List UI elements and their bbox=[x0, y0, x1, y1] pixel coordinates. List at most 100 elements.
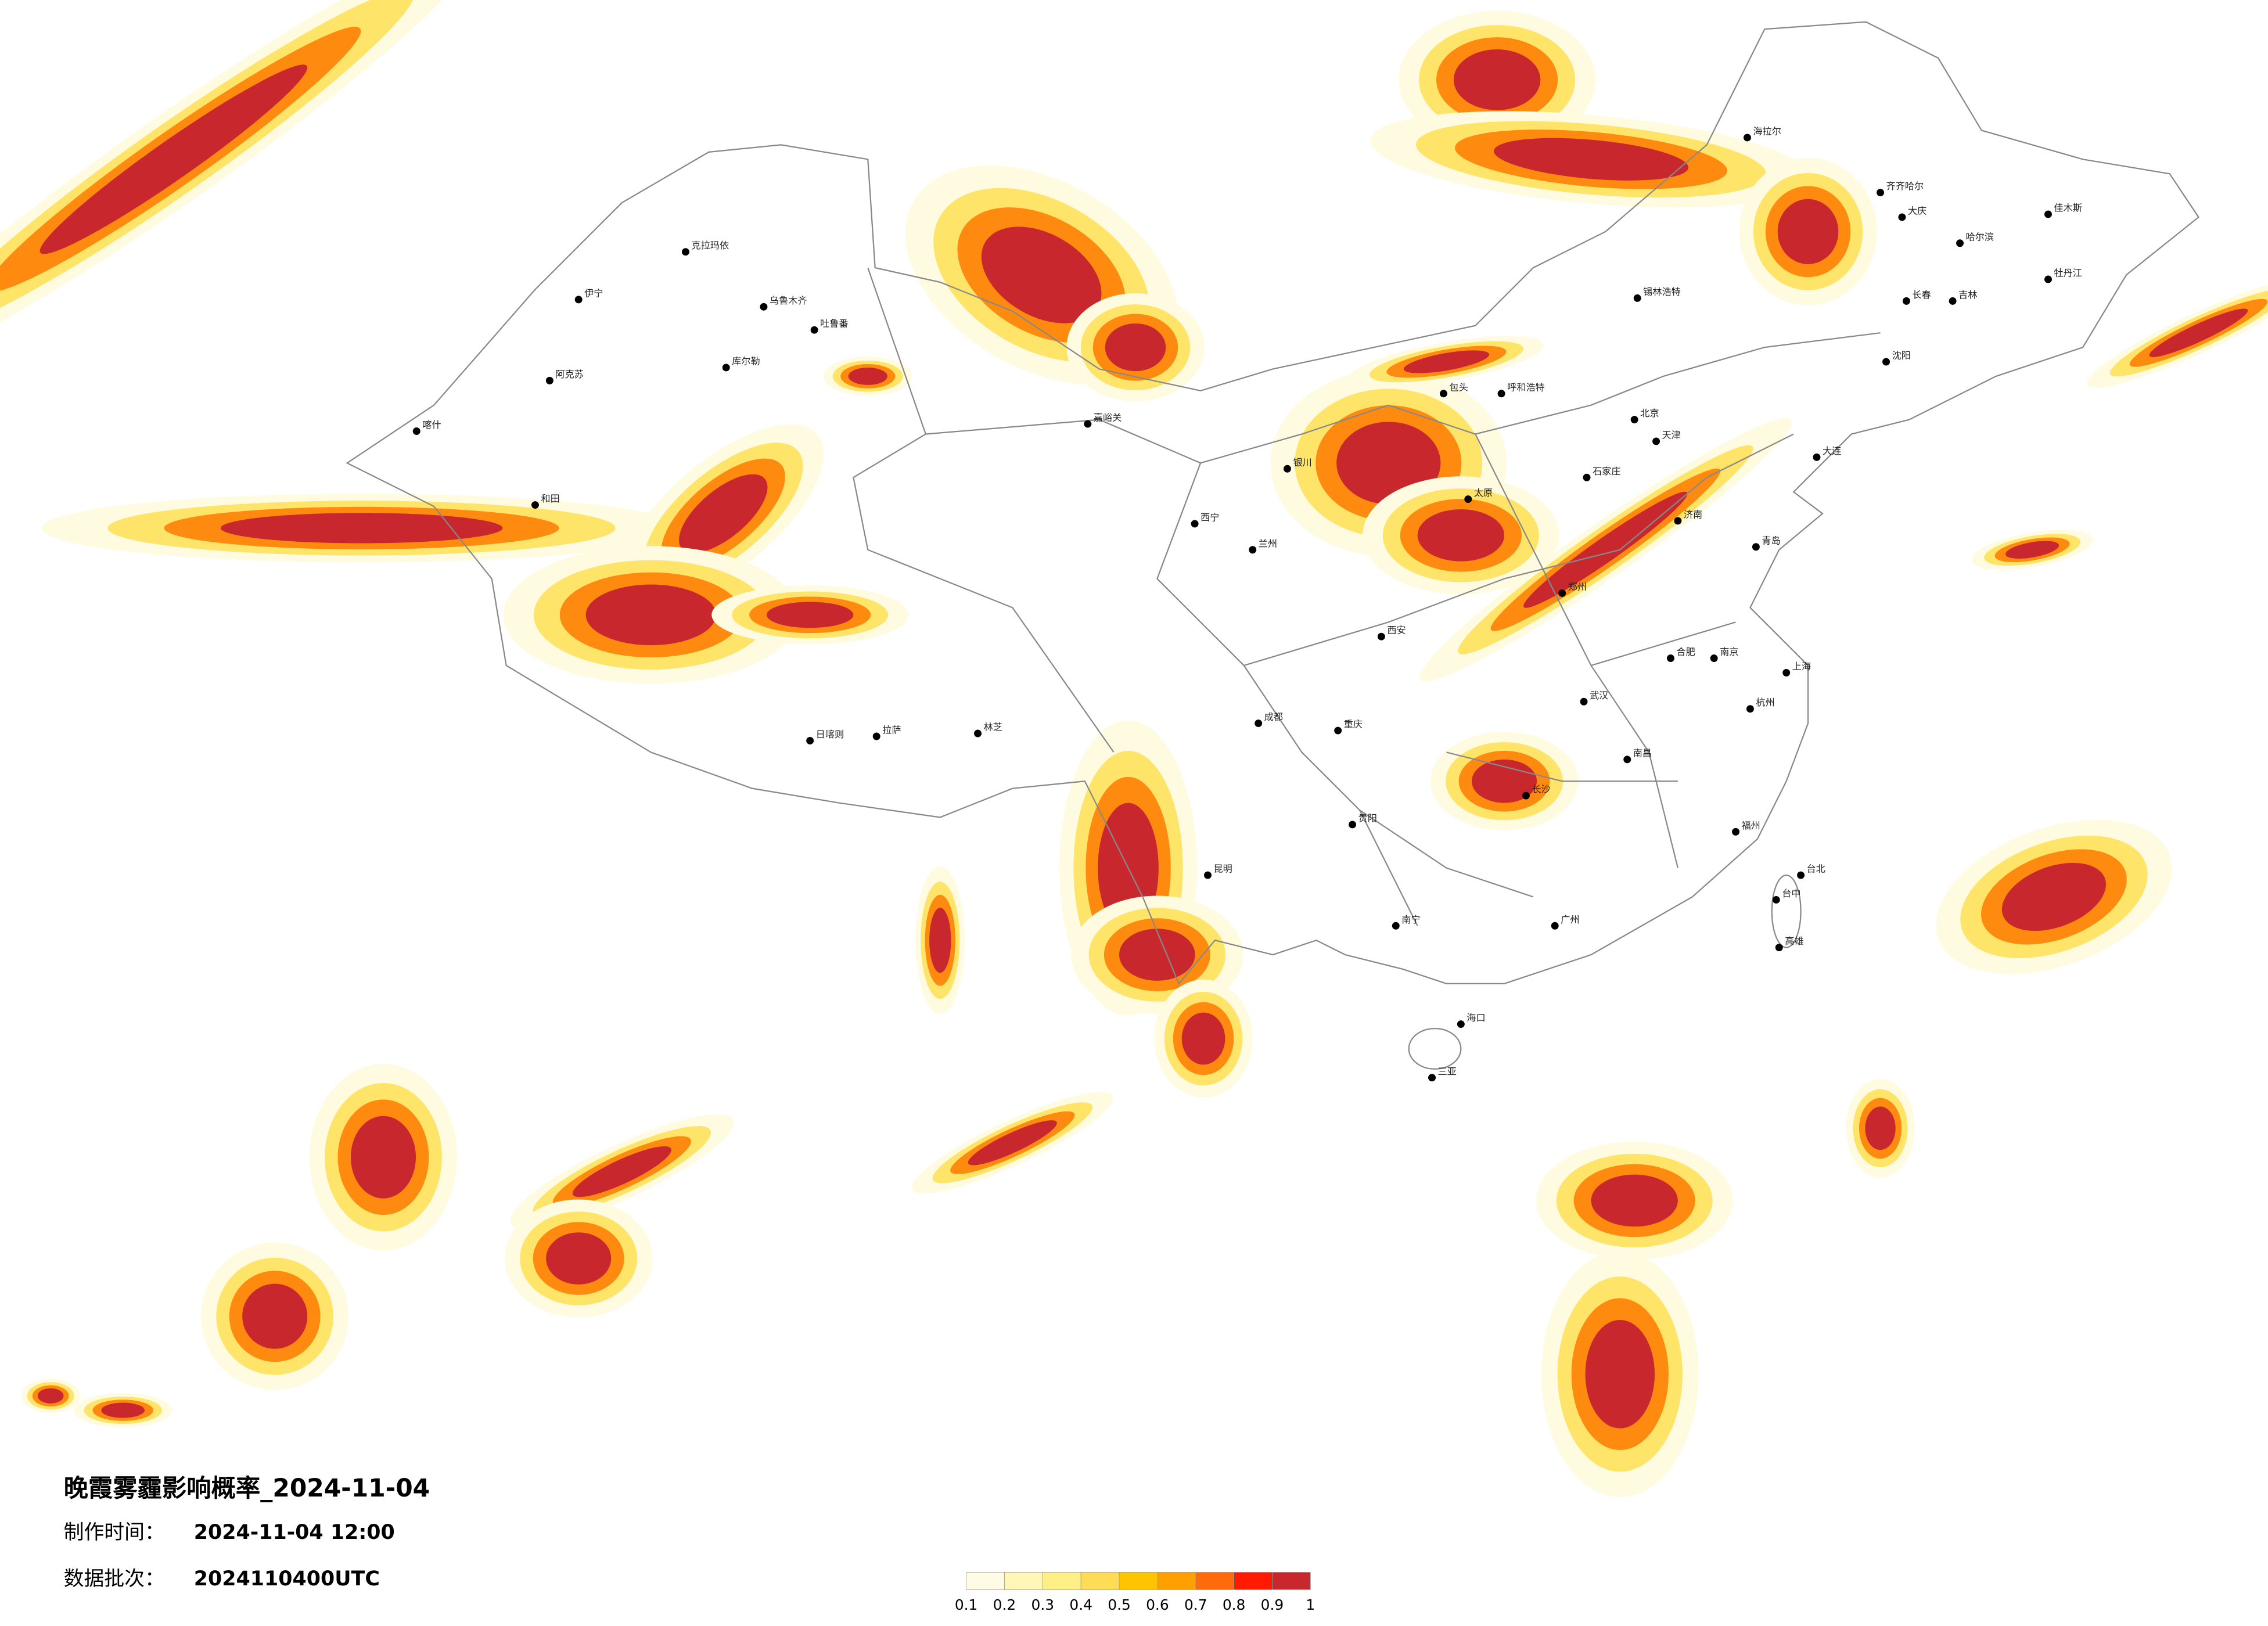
city-dot bbox=[1558, 589, 1566, 597]
city-label: 广州 bbox=[1561, 914, 1579, 925]
city-label: 南昌 bbox=[1633, 747, 1652, 758]
city-dot bbox=[681, 248, 689, 256]
city-label: 伊宁 bbox=[584, 287, 603, 298]
city-label: 南京 bbox=[1720, 646, 1738, 657]
haze-area bbox=[39, 64, 308, 254]
city-dot bbox=[806, 737, 814, 744]
city-label: 长春 bbox=[1912, 289, 1931, 300]
city-label: 福州 bbox=[1741, 820, 1760, 831]
city-dot bbox=[722, 364, 730, 372]
city-dot bbox=[1204, 871, 1212, 879]
city-label: 吉林 bbox=[1958, 289, 1977, 300]
legend-tick-label: 0.1 bbox=[955, 1596, 978, 1613]
city-label: 武汉 bbox=[1590, 690, 1608, 701]
haze-area bbox=[1777, 199, 1839, 264]
city-dot bbox=[1349, 821, 1357, 829]
city-dot bbox=[1746, 705, 1754, 713]
province-lines bbox=[853, 267, 1881, 926]
city-label: 成都 bbox=[1264, 711, 1283, 722]
city-dot bbox=[1743, 134, 1751, 142]
city-label: 吐鲁番 bbox=[820, 318, 849, 329]
city-label: 高雄 bbox=[1785, 936, 1803, 947]
haze-area bbox=[678, 474, 768, 553]
city-label: 青岛 bbox=[1762, 535, 1780, 546]
haze-area bbox=[1493, 138, 1688, 181]
city-dot bbox=[974, 729, 982, 738]
city-label: 郑州 bbox=[1568, 581, 1587, 592]
city-dot bbox=[1710, 654, 1718, 662]
city-dot bbox=[1191, 520, 1199, 528]
city-label: 大庆 bbox=[1908, 205, 1926, 216]
city-label: 包头 bbox=[1449, 382, 1468, 393]
city-dot bbox=[1522, 792, 1530, 800]
city-label: 嘉峪关 bbox=[1094, 412, 1122, 423]
city-dot bbox=[1497, 390, 1505, 398]
haze-area bbox=[585, 584, 716, 646]
legend-swatch bbox=[1004, 1572, 1043, 1590]
city-label: 昆明 bbox=[1213, 864, 1232, 875]
city-dot bbox=[810, 326, 818, 334]
city-dot bbox=[1249, 546, 1257, 554]
city-dot bbox=[1666, 654, 1674, 662]
legend-tick-label: 0.7 bbox=[1184, 1596, 1207, 1613]
city-dot bbox=[1334, 726, 1342, 735]
city-dot bbox=[872, 732, 880, 740]
city-dot bbox=[1551, 922, 1559, 930]
haze-area bbox=[1119, 929, 1195, 981]
legend-swatch bbox=[1157, 1572, 1196, 1590]
city-label: 杭州 bbox=[1756, 697, 1774, 708]
haze-area bbox=[929, 908, 951, 973]
legend-swatch bbox=[966, 1572, 1005, 1590]
city-label: 齐齐哈尔 bbox=[1886, 181, 1924, 192]
city-dot bbox=[1877, 189, 1885, 197]
city-label: 克拉玛依 bbox=[691, 240, 729, 251]
city-dot bbox=[1255, 720, 1263, 728]
city-dot bbox=[1652, 437, 1660, 445]
haze-area bbox=[1865, 1106, 1896, 1150]
legend-swatch bbox=[1272, 1572, 1311, 1590]
legend-tick-label: 0.5 bbox=[1108, 1596, 1131, 1613]
haze-area bbox=[1453, 49, 1541, 110]
city-dot bbox=[1674, 517, 1682, 525]
city-label: 石家庄 bbox=[1593, 466, 1621, 477]
city-label: 喀什 bbox=[422, 419, 441, 430]
legend-tick-label: 0.6 bbox=[1146, 1596, 1169, 1613]
probability-field bbox=[0, 0, 2268, 1497]
haze-area bbox=[1403, 350, 1490, 373]
city-dot bbox=[1428, 1074, 1436, 1082]
city-label: 上海 bbox=[1792, 661, 1811, 672]
haze-area bbox=[546, 1232, 612, 1285]
city-label: 兰州 bbox=[1259, 538, 1277, 549]
city-dot bbox=[2044, 275, 2052, 283]
hainan bbox=[1408, 1027, 1462, 1070]
legend-swatch bbox=[1042, 1572, 1081, 1590]
city-dot bbox=[1797, 871, 1805, 879]
haze-area bbox=[220, 513, 503, 544]
city-dot bbox=[1949, 297, 1957, 305]
city-label: 和田 bbox=[541, 493, 559, 504]
city-dot bbox=[1580, 697, 1588, 706]
haze-area bbox=[1585, 1319, 1655, 1429]
city-label: 呼和浩特 bbox=[1507, 382, 1545, 393]
legend-tick-label: 0.8 bbox=[1223, 1596, 1246, 1613]
city-label: 台北 bbox=[1807, 864, 1825, 875]
city-label: 长沙 bbox=[1532, 784, 1550, 795]
legend-swatch bbox=[1234, 1572, 1273, 1590]
city-dot bbox=[1284, 465, 1291, 473]
city-dot bbox=[1439, 390, 1447, 398]
haze-area bbox=[350, 1116, 416, 1199]
city-dot bbox=[1464, 495, 1472, 503]
city-label: 北京 bbox=[1640, 408, 1659, 419]
city-dot bbox=[2044, 210, 2052, 218]
city-label: 林芝 bbox=[983, 722, 1002, 733]
city-dot bbox=[1813, 453, 1821, 461]
legend: 0.1 0.2 0.3 0.4 0.5 0.6 0.7 0.8 0.9 1 bbox=[955, 1572, 1315, 1613]
info-value: 2024110400UTC bbox=[194, 1567, 380, 1591]
taiwan bbox=[1771, 874, 1802, 948]
city-label: 佳木斯 bbox=[2054, 202, 2082, 213]
city-dot bbox=[1752, 543, 1760, 551]
haze-area bbox=[2149, 308, 2248, 357]
city-label: 乌鲁木齐 bbox=[770, 295, 807, 306]
